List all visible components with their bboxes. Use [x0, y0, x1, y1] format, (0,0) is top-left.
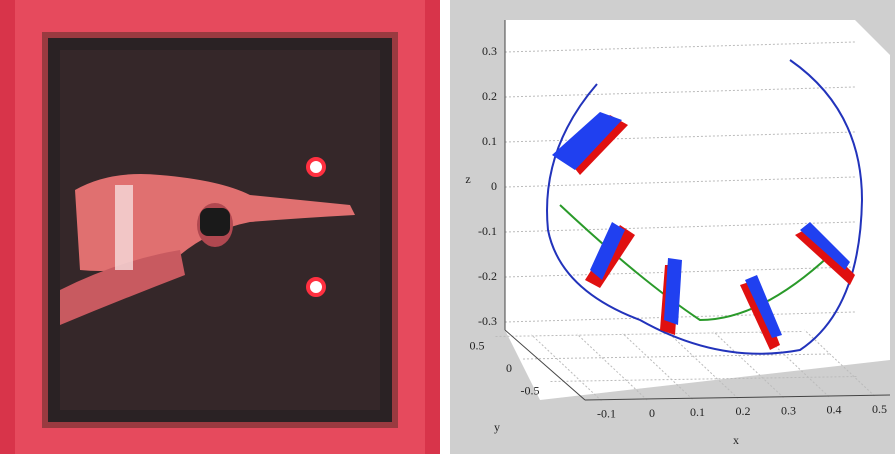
- swimmer-photo: [0, 0, 440, 454]
- x-tick-label: 0.1: [690, 405, 705, 419]
- x-tick-label: 0.5: [872, 402, 887, 416]
- x-tick-label: 0.2: [736, 404, 751, 418]
- y-tick-label: 0: [506, 361, 512, 375]
- z-tick-label: 0: [491, 179, 497, 193]
- z-tick-label: -0.2: [478, 269, 497, 283]
- x-tick-label: -0.1: [597, 407, 616, 421]
- z-tick-label: -0.3: [478, 314, 497, 328]
- z-tick-label: -0.1: [478, 224, 497, 238]
- y-tick-label: 0.5: [470, 338, 485, 352]
- plot-area: [505, 20, 890, 400]
- y-tick-label: -0.5: [521, 383, 540, 397]
- z-tick-label: 0.1: [482, 134, 497, 148]
- x-axis-label: x: [733, 433, 739, 447]
- x-tick-label: 0.3: [781, 403, 796, 417]
- x-tick-label: 0.4: [827, 403, 842, 417]
- z-axis-label: z: [465, 172, 470, 186]
- figure: z y x 0.3 0.2 0.1 0 -0.1 -0.2 -0.3 0.5 0 -0.5 -0.1…: [0, 0, 895, 454]
- z-tick-label: 0.3: [482, 44, 497, 58]
- y-axis-label: y: [494, 420, 500, 434]
- z-tick-label: 0.2: [482, 89, 497, 103]
- x-tick-label: 0: [649, 406, 655, 420]
